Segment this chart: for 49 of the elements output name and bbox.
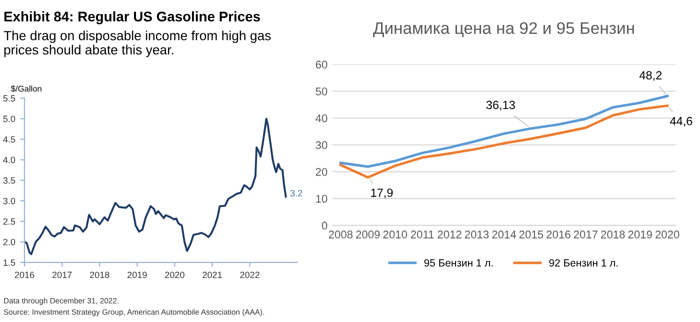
y-tick-label: 2.0 — [3, 238, 16, 246]
y-tick-label: 5.0 — [3, 116, 16, 122]
y-tick-label: 40 — [316, 114, 328, 122]
x-tick-label: 2009 — [356, 230, 380, 238]
legend-label: 92 Бензин 1 л. — [549, 259, 618, 267]
y-tick-label: 60 — [316, 60, 328, 69]
x-tick-label: 2019 — [628, 230, 652, 238]
annotation: 48,2 — [639, 71, 662, 81]
x-tick-label: 2014 — [492, 230, 516, 238]
y-tick-label: 2.5 — [3, 218, 16, 225]
y-tick-label: 3.5 — [3, 177, 16, 184]
x-tick-label: 2008 — [328, 230, 353, 238]
x-tick-label: 2012 — [438, 230, 462, 238]
x-tick-label: 2010 — [383, 230, 408, 238]
x-tick-label: 2016 — [546, 230, 570, 238]
y-tick-label: 1.5 — [4, 259, 16, 266]
x-tick-label: 2020 — [165, 272, 184, 278]
x-tick-label: 2016 — [14, 272, 34, 278]
line-series — [339, 94, 669, 168]
y-tick-label: 4.0 — [3, 156, 16, 164]
y-tick-label: 0 — [322, 222, 328, 230]
x-tick-label: 2017 — [52, 272, 72, 278]
annotation: 36,13 — [486, 100, 515, 111]
chart-title: Exhibit 84: Regular US Gasoline Prices — [4, 11, 260, 24]
x-tick-label: 2020 — [656, 230, 680, 238]
y-tick-label: 10 — [316, 194, 328, 203]
x-tick-label: 2018 — [601, 230, 625, 238]
y-tick-label: 30 — [316, 141, 328, 150]
y-tick-label: 50 — [316, 88, 328, 96]
chart-subtitle: The drag on disposable income from high gas prices should abate this year. — [4, 30, 271, 58]
y-tick-label: 3.0 — [3, 198, 16, 204]
annotation: 17,9 — [371, 188, 393, 198]
x-tick-label: 2019 — [128, 272, 147, 278]
x-tick-label: 2015 — [519, 230, 544, 238]
line-series — [24, 118, 287, 256]
annotation: 3.2 — [290, 190, 302, 196]
x-tick-label: 2018 — [90, 272, 110, 278]
y-tick-label: 4.5 — [3, 136, 16, 143]
legend-label: 95 Бензин 1 л. — [424, 259, 493, 267]
x-tick-label: 2013 — [464, 230, 489, 238]
annotation: 44,6 — [670, 116, 692, 127]
y-axis-title: $/Gallon — [10, 85, 42, 92]
x-tick-label: 2021 — [202, 272, 222, 278]
x-tick-label: 2017 — [574, 230, 598, 238]
chart-title: Динамика цена на 92 и 95 Бензин — [373, 22, 634, 38]
x-tick-label: 2022 — [240, 272, 260, 278]
x-tick-label: 2011 — [410, 230, 434, 238]
y-tick-label: 20 — [316, 168, 328, 176]
y-tick-label: 5.5 — [3, 95, 16, 102]
